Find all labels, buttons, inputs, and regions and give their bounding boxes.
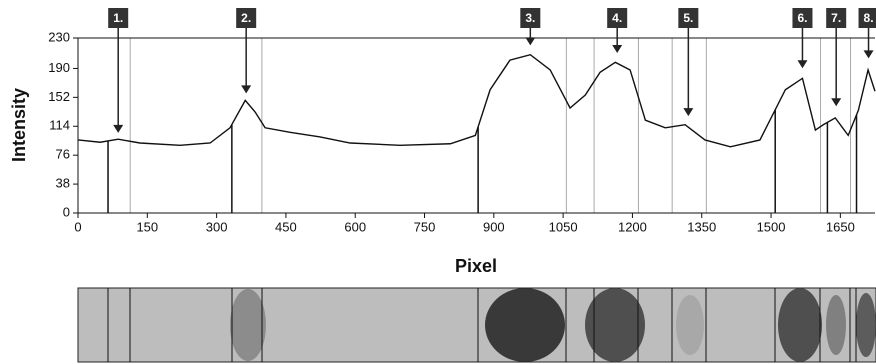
data-line	[78, 55, 875, 147]
chart: Pixel Intensity 0 38 76 114 152 190 230 0 150 300…	[0, 0, 876, 364]
annotation-label: 6.	[797, 11, 807, 25]
arrow-head	[864, 50, 874, 58]
y-tick-label: 190	[48, 60, 70, 75]
y-tick-label: 38	[56, 176, 70, 191]
x-tick-label: 600	[344, 219, 366, 234]
gel-image	[78, 288, 876, 362]
annotation-label: 4.	[612, 11, 622, 25]
y-tick-label: 152	[48, 89, 70, 104]
y-axis-title: Intensity	[9, 88, 29, 162]
y-tick-label: 76	[56, 147, 70, 162]
x-tick-label: 150	[136, 219, 158, 234]
arrow-head	[612, 45, 622, 53]
x-tick-label: 1650	[826, 219, 855, 234]
annotation-label: 5.	[683, 11, 693, 25]
annotation-label: 7.	[831, 11, 841, 25]
y-tick-label: 114	[49, 118, 70, 133]
annotation-label: 3.	[525, 11, 535, 25]
x-tick-label: 300	[206, 219, 228, 234]
annotation-label: 1.	[113, 11, 123, 25]
arrow-head	[831, 98, 841, 106]
x-tick-label: 0	[74, 219, 81, 234]
x-tick-label: 450	[275, 219, 297, 234]
y-tick-label: 0	[63, 204, 70, 219]
x-tick-label: 1500	[757, 219, 786, 234]
annotation-label: 2.	[241, 11, 251, 25]
x-tick-label: 750	[414, 219, 436, 234]
annotation-label: 8.	[864, 11, 874, 25]
arrow-head	[797, 60, 807, 68]
x-axis-title: Pixel	[455, 256, 497, 276]
x-tick-label: 1350	[687, 219, 716, 234]
y-tick-label: 230	[48, 29, 70, 44]
x-tick-label: 900	[483, 219, 505, 234]
arrow-head	[113, 125, 123, 133]
x-tick-label: 1200	[618, 219, 647, 234]
arrow-head	[525, 37, 535, 45]
arrow-head	[683, 108, 693, 116]
arrow-head	[241, 85, 251, 93]
x-tick-label: 1050	[549, 219, 578, 234]
